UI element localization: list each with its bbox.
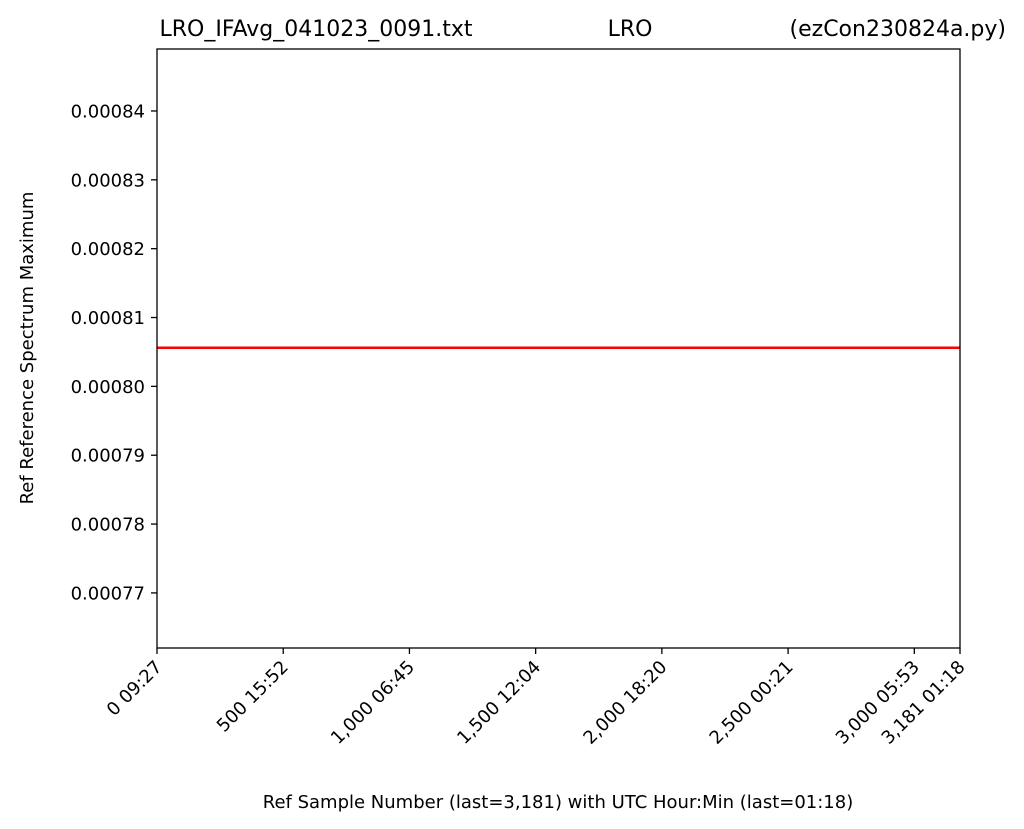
chart-title-program: (ezCon230824a.py) — [790, 17, 1006, 42]
y-tick-label: 0.00077 — [71, 583, 145, 604]
y-tick-label: 0.00080 — [71, 377, 145, 398]
plot-frame — [156, 48, 961, 649]
y-tick-label: 0.00081 — [71, 308, 145, 329]
chart-title-file: LRO_IFAvg_041023_0091.txt — [160, 17, 473, 42]
x-tick-label: 0 09:27 — [103, 657, 167, 721]
y-tick-label: 0.00078 — [71, 515, 145, 536]
x-tick-label: 1,500 12:04 — [453, 657, 545, 749]
y-tick-label: 0.00083 — [71, 170, 145, 191]
x-tick-label: 1,000 06:45 — [327, 657, 419, 749]
y-axis-label: Ref Reference Spectrum Maximum — [17, 192, 38, 505]
x-tick-label: 2,500 00:21 — [706, 657, 798, 749]
x-tick-label: 2,000 18:20 — [579, 657, 671, 749]
y-tick-label: 0.00079 — [71, 446, 145, 467]
y-tick-label: 0.00084 — [71, 101, 145, 122]
y-tick-label: 0.00082 — [71, 239, 145, 260]
x-axis-label: Ref Sample Number (last=3,181) with UTC … — [263, 792, 853, 813]
chart-title-station: LRO — [608, 17, 653, 42]
x-tick-label: 500 15:52 — [213, 657, 293, 737]
y-axis: 0.00077 0.00078 0.00079 0.00080 0.00081 0.000… — [71, 101, 157, 604]
x-axis: 0 09:27 500 15:52 1,000 06:45 1,500 12:04 2,… — [103, 648, 970, 749]
